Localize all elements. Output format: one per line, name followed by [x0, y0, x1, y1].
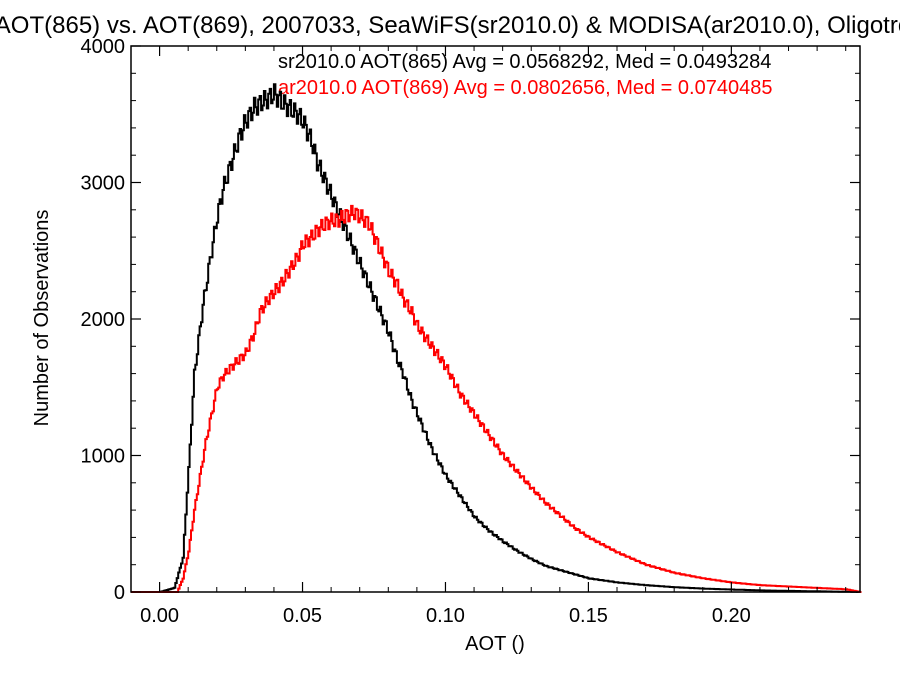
chart-title: AOT(865) vs. AOT(869), 2007033, SeaWiFS(…: [0, 12, 900, 39]
series-layer: [131, 83, 862, 593]
series-stats-sr2010: sr2010.0 AOT(865) Avg = 0.0568292, Med =…: [278, 51, 771, 73]
x-tick-label: 0.05: [283, 605, 322, 627]
series-line-sr2010: [131, 83, 862, 593]
x-axis: 0.00 0.05 0.10 0.15 0.20: [140, 46, 847, 627]
x-tick-label: 0.15: [569, 605, 608, 627]
y-tick-label: 1000: [81, 446, 126, 468]
x-axis-label: AOT (): [465, 633, 525, 655]
series-line-ar2010: [131, 204, 862, 593]
y-tick-label: 2000: [81, 309, 126, 331]
y-tick-label: 3000: [81, 173, 126, 195]
y-tick-label: 4000: [81, 36, 126, 58]
x-tick-label: 0.20: [712, 605, 751, 627]
y-axis: 0 1000 2000 3000 4000: [81, 36, 860, 604]
x-tick-label: 0.10: [426, 605, 465, 627]
y-axis-label: Number of Observations: [31, 210, 53, 427]
y-tick-label: 0: [114, 582, 125, 604]
x-tick-label: 0.00: [140, 605, 179, 627]
plot-frame: [130, 45, 861, 593]
series-stats-ar2010: ar2010.0 AOT(869) Avg = 0.0802656, Med =…: [278, 77, 772, 99]
